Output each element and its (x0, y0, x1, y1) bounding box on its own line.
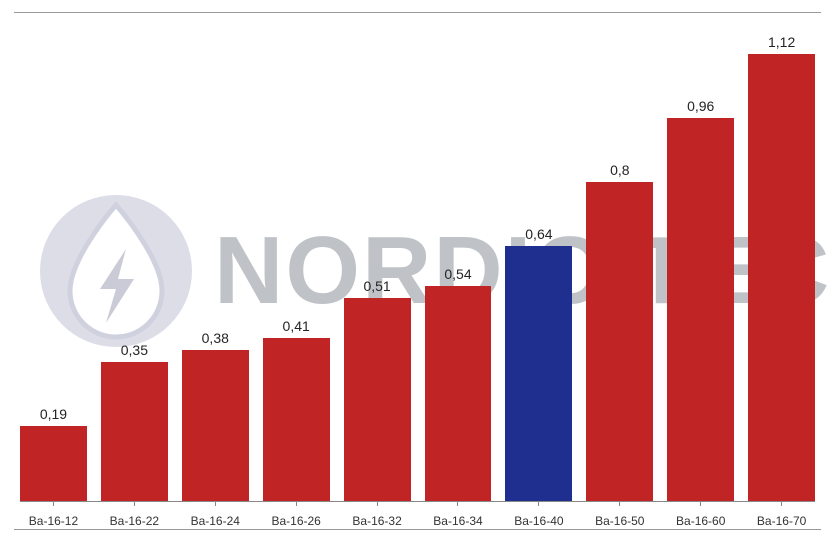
x-axis-label: Ba-16-50 (586, 514, 653, 528)
chart-container: NORDIC TEC 0,190,350,380,410,510,540,640… (0, 0, 835, 542)
bar (182, 350, 249, 502)
axis-tick (215, 502, 216, 506)
x-axis-label: Ba-16-24 (182, 514, 249, 528)
bar (263, 338, 330, 502)
chart-plot-area: 0,19 0,35 0,38 0,41 0,51 0,54 0,64 0,8 0,96 1,12 (20, 18, 815, 502)
axis-tick (700, 502, 701, 506)
bar-slot: 0,51 (344, 18, 411, 502)
axis-tick (134, 502, 135, 506)
chart-bottom-rule (14, 529, 821, 530)
bar-slot: 0,8 (586, 18, 653, 502)
bar-slot: 0,54 (425, 18, 492, 502)
x-axis-label: Ba-16-40 (505, 514, 572, 528)
bar-value-label: 0,8 (610, 162, 629, 178)
x-axis-labels: Ba-16-12 Ba-16-22 Ba-16-24 Ba-16-26 Ba-16-32… (20, 514, 815, 528)
bar-value-label: 0,54 (444, 266, 471, 282)
bar (586, 182, 653, 502)
x-axis-label: Ba-16-22 (101, 514, 168, 528)
bar-slot: 0,38 (182, 18, 249, 502)
axis-tick (538, 502, 539, 506)
bar-value-label: 0,38 (202, 330, 229, 346)
bar-slot: 0,35 (101, 18, 168, 502)
bar (344, 298, 411, 502)
bar-slot: 0,96 (667, 18, 734, 502)
bar (748, 54, 815, 502)
axis-tick (296, 502, 297, 506)
bar-value-label: 0,19 (40, 406, 67, 422)
x-axis-label: Ba-16-12 (20, 514, 87, 528)
axis-tick (619, 502, 620, 506)
axis-tick (377, 502, 378, 506)
axis-tick (53, 502, 54, 506)
x-axis-label: Ba-16-60 (667, 514, 734, 528)
x-axis-label: Ba-16-70 (748, 514, 815, 528)
bar-slot: 1,12 (748, 18, 815, 502)
axis-tick (457, 502, 458, 506)
axis-tick (781, 502, 782, 506)
x-axis-label: Ba-16-32 (344, 514, 411, 528)
bar-value-label: 0,96 (687, 98, 714, 114)
x-axis-label: Ba-16-34 (425, 514, 492, 528)
bar-slot: 0,41 (263, 18, 330, 502)
bar-value-label: 0,64 (525, 226, 552, 242)
bar (505, 246, 572, 502)
bar-value-label: 0,41 (283, 318, 310, 334)
bar (425, 286, 492, 502)
bar (20, 426, 87, 502)
bar-slot: 0,19 (20, 18, 87, 502)
bar-slot: 0,64 (505, 18, 572, 502)
chart-top-rule (14, 12, 821, 13)
bar-value-label: 0,51 (363, 278, 390, 294)
x-axis-line (20, 501, 815, 502)
x-axis-label: Ba-16-26 (263, 514, 330, 528)
bar-value-label: 0,35 (121, 342, 148, 358)
bar (101, 362, 168, 502)
bar-value-label: 1,12 (768, 34, 795, 50)
bar (667, 118, 734, 502)
